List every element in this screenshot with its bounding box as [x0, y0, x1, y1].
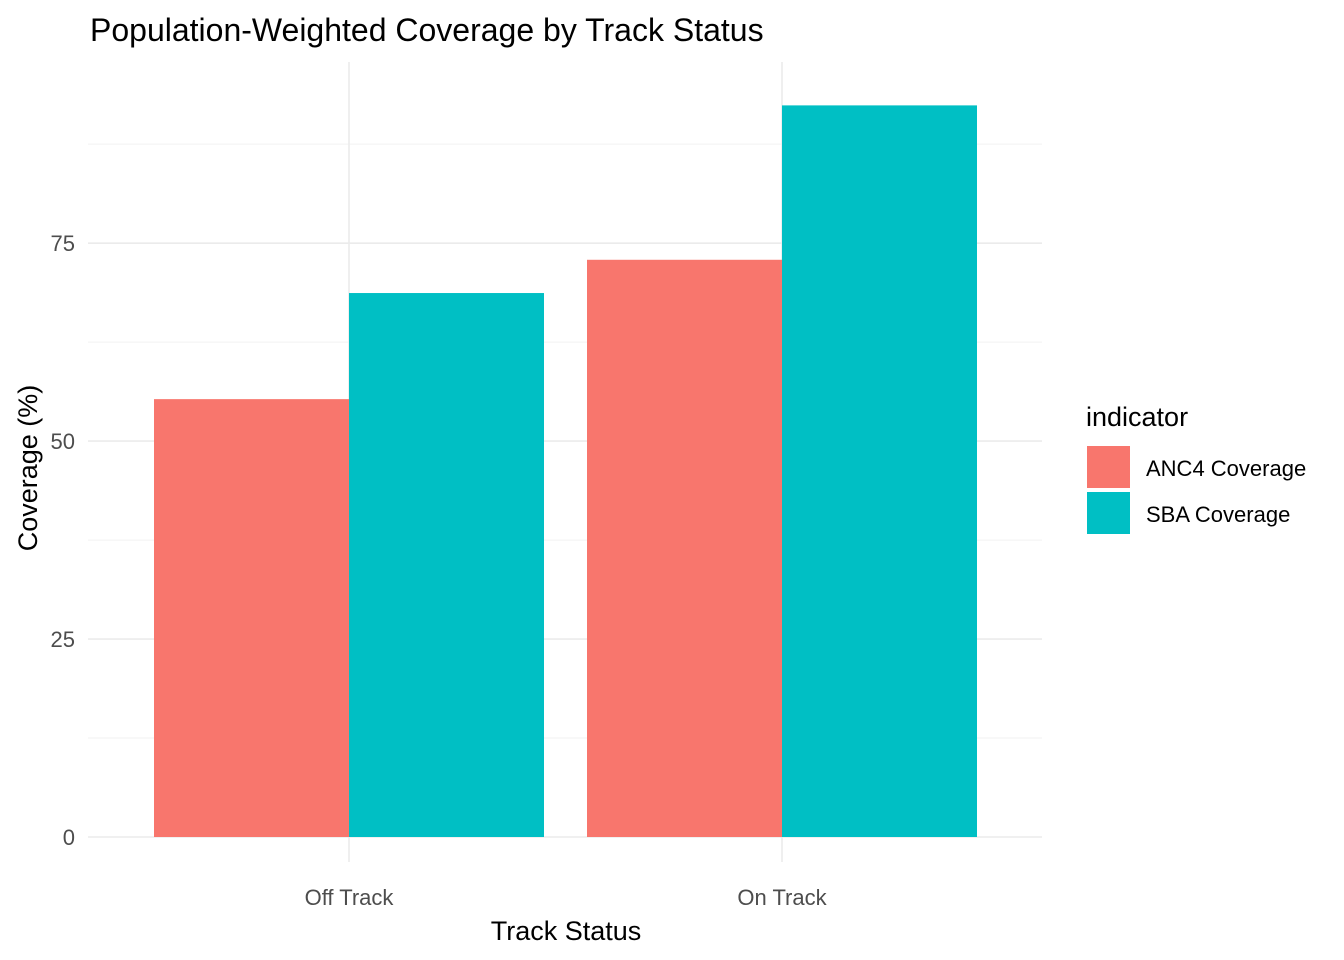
bar-anc4-coverage-off-track — [154, 399, 349, 837]
legend-swatch — [1087, 446, 1130, 488]
legend-label: ANC4 Coverage — [1146, 456, 1306, 481]
bar-anc4-coverage-on-track — [587, 259, 782, 838]
y-tick-label: 50 — [51, 429, 75, 454]
legend: indicator ANC4 Coverage SBA Coverage — [1086, 402, 1306, 534]
y-tick-label: 25 — [51, 627, 75, 652]
bar-sba-coverage-on-track — [782, 105, 977, 838]
chart-title: Population-Weighted Coverage by Track St… — [90, 12, 764, 48]
y-tick-label: 0 — [63, 825, 75, 850]
y-axis-title: Coverage (%) — [13, 385, 43, 552]
x-tick-label: On Track — [737, 885, 827, 910]
x-tick-label: Off Track — [305, 885, 395, 910]
tick-layer: 0 25 50 75 Off Track On Track — [51, 231, 828, 910]
legend-swatch — [1087, 492, 1130, 534]
bar-layer — [154, 105, 977, 838]
legend-title: indicator — [1086, 402, 1188, 432]
bar-sba-coverage-off-track — [349, 293, 544, 837]
y-tick-label: 75 — [51, 231, 75, 256]
legend-label: SBA Coverage — [1146, 502, 1290, 527]
x-axis-title: Track Status — [491, 916, 642, 946]
